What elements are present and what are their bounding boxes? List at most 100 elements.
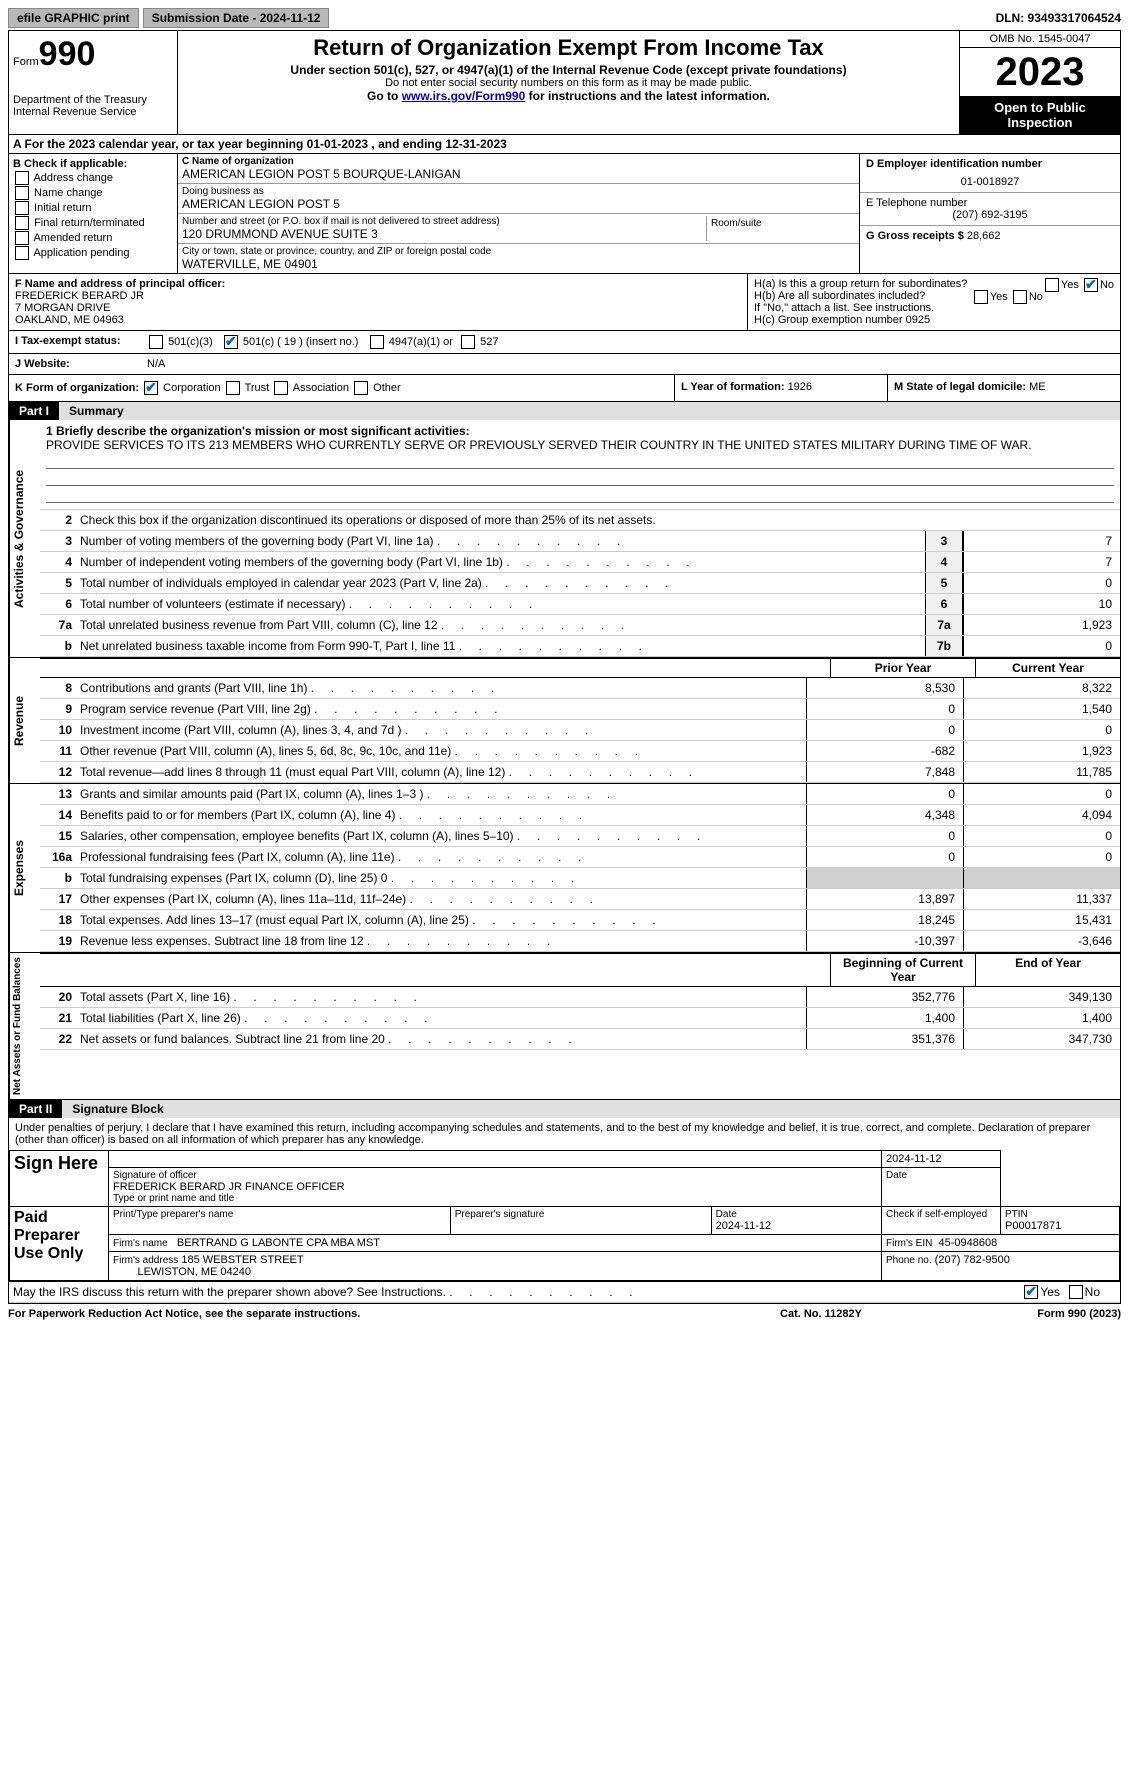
summary-line: 3Number of voting members of the governi… bbox=[40, 531, 1120, 552]
tax-year: 2023 bbox=[960, 48, 1120, 96]
summary-line: 21Total liabilities (Part X, line 26)1,4… bbox=[40, 1008, 1120, 1029]
page-footer: For Paperwork Reduction Act Notice, see … bbox=[8, 1304, 1121, 1324]
vtab-revenue: Revenue bbox=[9, 658, 40, 783]
part2-num: Part II bbox=[9, 1100, 62, 1118]
mission-text: PROVIDE SERVICES TO ITS 213 MEMBERS WHO … bbox=[46, 438, 1114, 452]
sig-date: 2024-11-12 bbox=[882, 1151, 1001, 1168]
vtab-activities: Activities & Governance bbox=[9, 420, 40, 657]
colb-checkbox[interactable] bbox=[15, 231, 29, 245]
colb-item: Initial return bbox=[13, 201, 173, 215]
website-label: J Website: bbox=[9, 354, 141, 374]
line-a: A For the 2023 calendar year, or tax yea… bbox=[9, 135, 1120, 154]
vtab-expenses: Expenses bbox=[9, 784, 40, 952]
room-suite-label: Room/suite bbox=[707, 216, 855, 241]
header-right: OMB No. 1545-0047 2023 Open to Public In… bbox=[959, 31, 1120, 134]
firm-phone: (207) 782-9500 bbox=[935, 1254, 1010, 1266]
colb-checkbox[interactable] bbox=[15, 186, 29, 200]
assoc-checkbox[interactable] bbox=[274, 381, 288, 395]
form-org-label: K Form of organization: bbox=[15, 382, 139, 394]
row-i: I Tax-exempt status: 501(c)(3) 501(c) ( … bbox=[9, 331, 1120, 354]
colb-checkbox[interactable] bbox=[15, 171, 29, 185]
header-left: Form990 Department of the Treasury Inter… bbox=[9, 31, 178, 134]
summary-line: 5Total number of individuals employed in… bbox=[40, 573, 1120, 594]
efile-print-button[interactable]: efile GRAPHIC print bbox=[8, 8, 139, 28]
open-inspection: Open to Public Inspection bbox=[960, 96, 1120, 134]
form-header: Form990 Department of the Treasury Inter… bbox=[9, 31, 1120, 135]
summary-line: 7aTotal unrelated business revenue from … bbox=[40, 615, 1120, 636]
top-toolbar: efile GRAPHIC print Submission Date - 20… bbox=[8, 8, 1121, 28]
form-container: Form990 Department of the Treasury Inter… bbox=[8, 30, 1121, 1304]
form-number: 990 bbox=[39, 35, 96, 73]
current-year-hdr: Current Year bbox=[975, 659, 1120, 677]
colb-checkbox[interactable] bbox=[15, 246, 29, 260]
part1-title: Summary bbox=[59, 402, 1120, 420]
dept-label: Department of the Treasury Internal Reve… bbox=[13, 94, 173, 118]
irs-link[interactable]: www.irs.gov/Form990 bbox=[402, 89, 526, 103]
discuss-label: May the IRS discuss this return with the… bbox=[13, 1285, 446, 1299]
527-checkbox[interactable] bbox=[461, 335, 475, 349]
dln-label: DLN: 93493317064524 bbox=[996, 11, 1121, 25]
firm-name: BERTRAND G LABONTE CPA MBA MST bbox=[177, 1237, 380, 1249]
501c3-checkbox[interactable] bbox=[149, 335, 163, 349]
summary-line: 17Other expenses (Part IX, column (A), l… bbox=[40, 889, 1120, 910]
firm-ein: 45-0948608 bbox=[938, 1237, 997, 1249]
ein-value: 01-0018927 bbox=[866, 176, 1114, 188]
paid-preparer-label: Paid Preparer Use Only bbox=[10, 1207, 109, 1281]
form-word: Form bbox=[13, 56, 39, 68]
summary-line: bNet unrelated business taxable income f… bbox=[40, 636, 1120, 657]
corp-checkbox[interactable] bbox=[144, 381, 158, 395]
revenue-section: Revenue Prior YearCurrent Year 8Contribu… bbox=[9, 658, 1120, 784]
end-year-hdr: End of Year bbox=[975, 954, 1120, 986]
other-checkbox[interactable] bbox=[354, 381, 368, 395]
summary-line: 16aProfessional fundraising fees (Part I… bbox=[40, 847, 1120, 868]
summary-line: 22Net assets or fund balances. Subtract … bbox=[40, 1029, 1120, 1050]
row-j: J Website: N/A bbox=[9, 354, 1120, 375]
ha-yes-checkbox[interactable] bbox=[1045, 278, 1059, 292]
tel-label: E Telephone number bbox=[866, 197, 1114, 209]
org-name: AMERICAN LEGION POST 5 BOURQUE-LANIGAN bbox=[182, 167, 855, 181]
summary-line: bTotal fundraising expenses (Part IX, co… bbox=[40, 868, 1120, 889]
501c-checkbox[interactable] bbox=[224, 335, 238, 349]
header-middle: Return of Organization Exempt From Incom… bbox=[178, 31, 959, 134]
trust-checkbox[interactable] bbox=[226, 381, 240, 395]
expenses-section: Expenses 13Grants and similar amounts pa… bbox=[9, 784, 1120, 953]
ha-no-checkbox[interactable] bbox=[1084, 278, 1098, 292]
summary-line: 10Investment income (Part VIII, column (… bbox=[40, 720, 1120, 741]
row-klm: K Form of organization: Corporation Trus… bbox=[9, 375, 1120, 402]
column-d-e-g: D Employer identification number 01-0018… bbox=[860, 154, 1120, 273]
ssn-warning: Do not enter social security numbers on … bbox=[186, 77, 951, 89]
colb-item: Final return/terminated bbox=[13, 216, 173, 230]
hb-note: If "No," attach a list. See instructions… bbox=[754, 302, 1114, 314]
summary-line: 14Benefits paid to or for members (Part … bbox=[40, 805, 1120, 826]
city-value: WATERVILLE, ME 04901 bbox=[182, 257, 855, 271]
sig-type-label: Type or print name and title bbox=[113, 1193, 877, 1204]
summary-line: 11Other revenue (Part VIII, column (A), … bbox=[40, 741, 1120, 762]
hb-yes-checkbox[interactable] bbox=[974, 290, 988, 304]
org-name-label: C Name of organization bbox=[182, 156, 855, 167]
colb-checkbox[interactable] bbox=[15, 216, 29, 230]
discuss-no-checkbox[interactable] bbox=[1069, 1285, 1083, 1299]
sig-officer-label: Signature of officer bbox=[113, 1170, 877, 1181]
tel-value: (207) 692-3195 bbox=[866, 209, 1114, 221]
discuss-yes-checkbox[interactable] bbox=[1024, 1285, 1038, 1299]
omb-number: OMB No. 1545-0047 bbox=[960, 31, 1120, 48]
ha-label: H(a) Is this a group return for subordin… bbox=[754, 278, 967, 290]
sig-officer-name: FREDERICK BERARD JR FINANCE OFFICER bbox=[113, 1181, 877, 1193]
column-b: B Check if applicable: Address change Na… bbox=[9, 154, 178, 273]
hb-no-checkbox[interactable] bbox=[1013, 290, 1027, 304]
street-value: 120 DRUMMOND AVENUE SUITE 3 bbox=[182, 227, 706, 241]
goto-post: for instructions and the latest informat… bbox=[525, 89, 770, 103]
officer-name: FREDERICK BERARD JR bbox=[15, 290, 741, 302]
submission-date-button[interactable]: Submission Date - 2024-11-12 bbox=[143, 8, 330, 28]
4947-checkbox[interactable] bbox=[370, 335, 384, 349]
summary-line: 19Revenue less expenses. Subtract line 1… bbox=[40, 931, 1120, 952]
sign-here-label: Sign Here bbox=[10, 1151, 109, 1207]
colb-checkbox[interactable] bbox=[15, 201, 29, 215]
officer-addr2: OAKLAND, ME 04963 bbox=[15, 314, 741, 326]
colb-item: Amended return bbox=[13, 231, 173, 245]
part1-num: Part I bbox=[9, 402, 59, 420]
net-assets-section: Net Assets or Fund Balances Beginning of… bbox=[9, 953, 1120, 1100]
gross-label: G Gross receipts $ bbox=[866, 230, 967, 242]
colb-item: Application pending bbox=[13, 246, 173, 260]
section-b-through-g: B Check if applicable: Address change Na… bbox=[9, 154, 1120, 274]
